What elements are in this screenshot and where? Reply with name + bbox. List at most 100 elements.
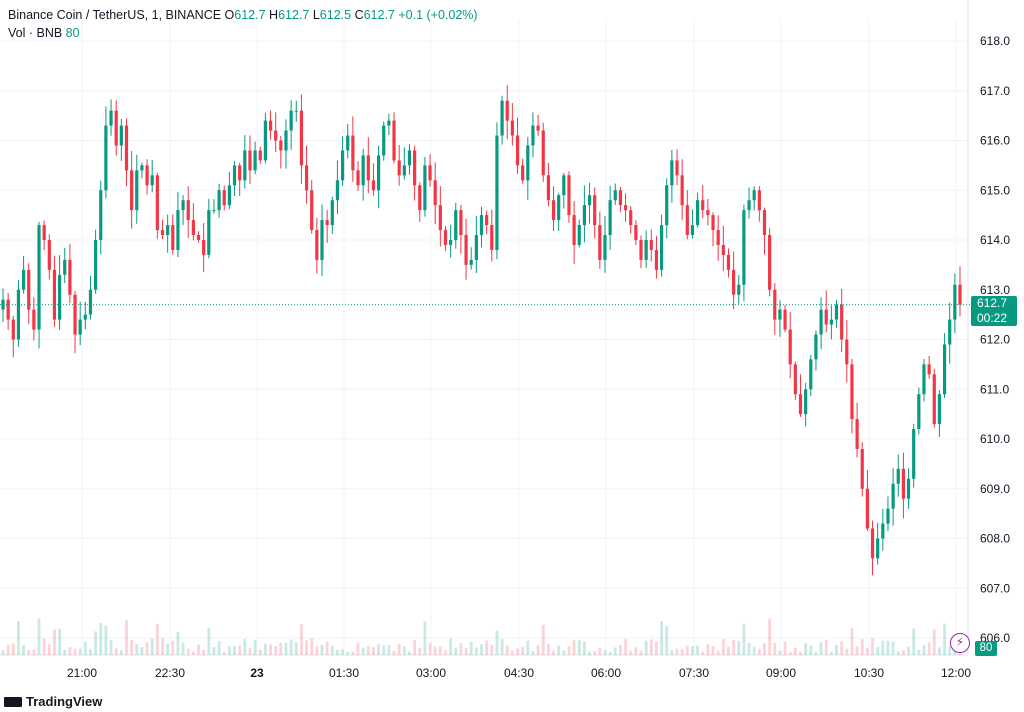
candle-body [68, 259, 72, 295]
candle-body [932, 374, 936, 425]
volume-bar [737, 640, 741, 655]
volume-bar [706, 644, 710, 655]
volume-bar [310, 638, 314, 655]
volume-bar [58, 628, 61, 655]
volume-bar [649, 639, 653, 655]
volume-bar [68, 647, 72, 655]
volume-bar [881, 640, 885, 655]
volume-bar [516, 648, 519, 655]
volume-bar [588, 651, 591, 655]
candle-body [876, 538, 880, 559]
candle-body [906, 478, 911, 499]
volume-bar [696, 645, 699, 655]
volume-bar [212, 647, 216, 655]
candle-body [865, 488, 869, 529]
candle-body [742, 210, 746, 285]
volume-bar [294, 642, 298, 655]
volume-bar [938, 647, 941, 655]
candle-body [356, 170, 360, 186]
candle-body [6, 299, 10, 320]
candle-body [418, 185, 422, 211]
candle-body [243, 150, 247, 181]
y-tick-label: 609.0 [980, 482, 1010, 496]
candle-body [598, 225, 602, 260]
volume-bar [135, 644, 139, 655]
candle-body [304, 165, 309, 191]
candle-body [690, 225, 695, 236]
candle-body [768, 235, 772, 290]
volume-bar [814, 651, 818, 655]
candle-body [279, 140, 283, 151]
x-axis[interactable]: 21:00 22:30 23 01:30 03:00 04:30 06:00 07:30 09:… [67, 666, 971, 680]
candle-body [438, 205, 442, 231]
high-label: H [269, 8, 279, 22]
volume-bar [752, 646, 756, 655]
candle-body [747, 200, 751, 211]
volume-bar [675, 648, 679, 655]
volume-bar [22, 645, 25, 655]
candle-body [798, 394, 803, 415]
volume-bar [83, 641, 87, 655]
candle-body [922, 364, 926, 395]
volume-bar [639, 650, 643, 655]
volume-bar [382, 645, 386, 655]
candle-body [52, 269, 57, 320]
volume-bar [670, 650, 674, 655]
y-tick-label: 618.0 [980, 34, 1010, 48]
volume-bar [546, 643, 550, 655]
candle-body [407, 150, 412, 166]
candle-body [937, 394, 942, 425]
volume-bar [217, 640, 221, 655]
volume-bar [6, 644, 10, 655]
volume-bar [809, 645, 813, 655]
candle-body [840, 304, 844, 340]
volume-bar [927, 642, 931, 655]
tradingview-logo[interactable]: TradingView [4, 694, 102, 709]
volume-bar [387, 644, 391, 655]
lightning-icon[interactable]: ⚡ [950, 633, 970, 653]
volume-bar [521, 647, 525, 655]
y-axis[interactable]: 618.0 617.0 616.0 615.0 614.0 613.0 612.0 611.0… [980, 34, 1010, 645]
candle-body [665, 185, 669, 226]
volume-bar [99, 622, 103, 655]
volume-bar [27, 649, 31, 655]
candle-body [428, 165, 432, 181]
volume-bar [119, 650, 123, 655]
volume-bar [89, 648, 92, 655]
candle-body [366, 155, 370, 181]
candle-body [732, 269, 736, 295]
volume-bar [238, 645, 242, 655]
candle-body [479, 215, 484, 236]
candle-body [387, 120, 391, 126]
volume-bar [948, 646, 952, 655]
volume-bar [114, 648, 118, 655]
volume-bar [63, 649, 67, 655]
volume-bar [356, 642, 360, 655]
volume-bar [953, 649, 957, 655]
candle-body [320, 220, 324, 260]
candle-body [88, 289, 93, 315]
volume-bar [449, 638, 453, 655]
candle-body [685, 205, 689, 236]
y-tick-label: 614.0 [980, 233, 1010, 247]
candle-body [330, 200, 334, 226]
candle-body [572, 215, 576, 245]
candle-body [207, 210, 211, 255]
candle-body [150, 175, 154, 186]
volume-bar [243, 638, 247, 655]
candle-body [623, 205, 628, 211]
volume-bar [78, 648, 82, 655]
volume-bar [150, 638, 154, 655]
volume-bar [742, 623, 746, 655]
candle-body [726, 254, 731, 270]
volume-bar [109, 640, 113, 655]
volume-bar [320, 644, 324, 655]
volume-bar [902, 650, 905, 655]
candle-body [829, 319, 833, 325]
x-tick-label: 07:30 [679, 666, 709, 680]
candle-body [227, 185, 231, 206]
candle-body [593, 195, 597, 226]
volume-bar [793, 647, 797, 655]
volume-bar [778, 650, 782, 655]
